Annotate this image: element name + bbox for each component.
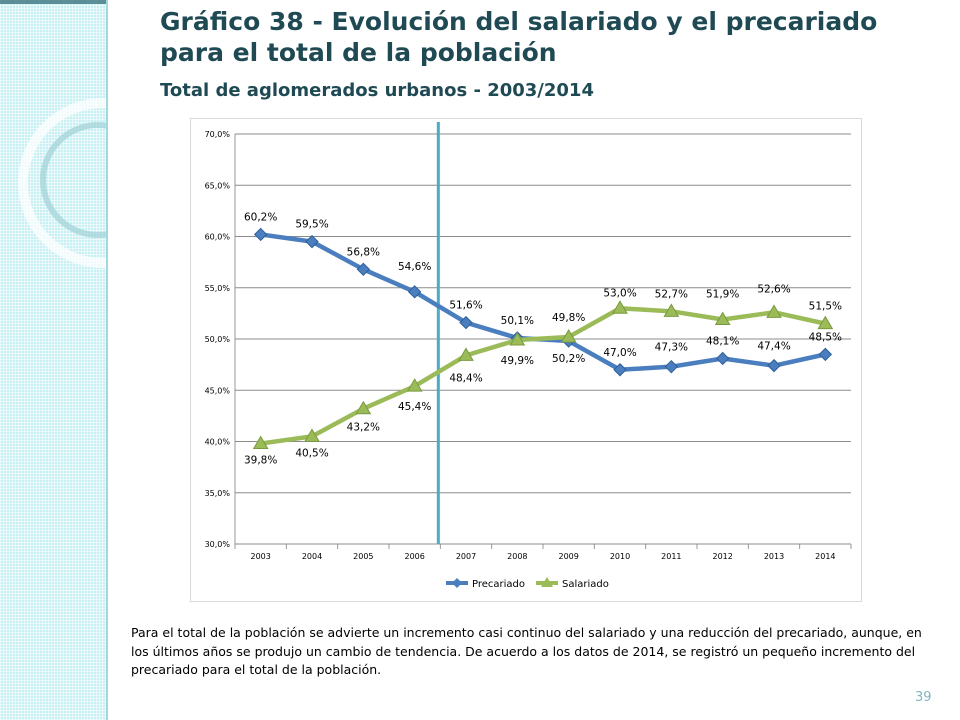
data-label-salariado: 53,0% [603,287,636,299]
data-label-salariado: 48,4% [449,372,482,384]
point-salariado [304,428,320,442]
data-label-precariado: 54,6% [398,261,431,273]
data-label-salariado: 51,9% [706,289,739,301]
data-label-precariado: 47,4% [757,341,790,353]
x-tick-label: 2005 [353,552,373,561]
series-line-salariado [258,306,828,446]
line-chart: 30,0% 35,0% 40,0% 45,0% 50,0% 55,0% 60,0% 65,0%… [205,122,852,590]
x-tick-label: 2006 [404,552,424,561]
point-precariado [664,359,679,374]
data-label-precariado: 50,1% [501,315,534,327]
x-tick-label: 2009 [558,552,578,561]
slide-subtitle: Total de aglomerados urbanos - 2003/2014 [160,80,594,101]
point-salariado [663,303,680,317]
data-label-salariado: 49,9% [501,355,534,367]
y-tick-label: 45,0% [205,386,231,395]
data-label-precariado: 49,8% [552,312,585,324]
point-precariado [407,285,422,299]
data-label-salariado: 52,6% [757,283,790,295]
y-tick-label: 35,0% [205,489,231,498]
data-label-salariado: 45,4% [398,401,431,413]
x-tick-label: 2003 [250,552,270,561]
y-tick-label: 50,0% [205,335,231,344]
x-tick-label: 2004 [302,552,322,561]
data-label-salariado: 50,2% [552,353,585,365]
point-precariado [715,351,730,366]
data-label-salariado: 51,5% [809,301,842,313]
point-salariado [560,328,577,343]
legend-marker-salariado [541,577,553,587]
side-band-top-line [0,0,106,4]
data-label-salariado: 52,7% [655,288,688,300]
data-label-precariado: 56,8% [347,246,380,258]
point-salariado [355,400,372,415]
x-tick-label: 2012 [712,552,732,561]
x-tick-label: 2010 [610,552,630,561]
y-tick-label: 30,0% [205,540,231,549]
y-tick-label: 40,0% [205,438,231,447]
x-tick-label: 2011 [661,552,681,561]
slide-title: Gráfico 38 - Evolución del salariado y e… [160,7,878,67]
point-salariado [817,315,834,330]
data-label-precariado: 48,5% [809,331,842,343]
point-precariado [356,262,371,277]
y-tick-label: 65,0% [205,181,231,190]
y-tick-label: 60,0% [205,233,231,242]
point-precariado [767,358,781,373]
y-tick-label: 55,0% [205,284,231,293]
point-salariado [612,300,628,314]
x-tick-label: 2014 [815,552,835,561]
slide-description: Para el total de la población se adviert… [131,625,922,677]
point-salariado [406,378,423,392]
point-salariado [509,332,526,346]
point-salariado [766,304,782,318]
data-label-precariado: 60,2% [244,211,277,223]
x-tick-label: 2013 [764,552,784,561]
x-tick-label: 2008 [507,552,527,561]
point-precariado [305,234,319,249]
point-salariado [252,435,269,450]
data-label-salariado: 40,5% [295,447,328,459]
point-precariado [459,315,473,330]
point-salariado [458,347,474,361]
point-precariado [253,227,268,242]
data-label-precariado: 59,5% [295,219,328,231]
legend-label-salariado: Salariado [562,579,609,590]
page-number: 39 [915,690,932,705]
data-label-salariado: 39,8% [244,455,277,467]
series-line-precariado [258,232,828,372]
legend-marker-precariado [452,578,462,588]
data-label-precariado: 47,3% [655,342,688,354]
data-label-salariado: 43,2% [347,422,380,434]
point-precariado [818,347,833,362]
x-tick-label: 2007 [456,552,476,561]
point-salariado [714,311,731,326]
decorative-side-band [0,0,108,720]
point-precariado [613,363,627,377]
data-label-precariado: 47,0% [603,347,636,359]
data-label-precariado: 48,1% [706,335,739,347]
legend-label-precariado: Precariado [472,579,525,590]
data-label-precariado: 51,6% [449,300,482,312]
line-chart-area: 30,0% 35,0% 40,0% 45,0% 50,0% 55,0% 60,0% 65,0%… [190,118,862,602]
y-tick-label: 70,0% [205,130,231,139]
